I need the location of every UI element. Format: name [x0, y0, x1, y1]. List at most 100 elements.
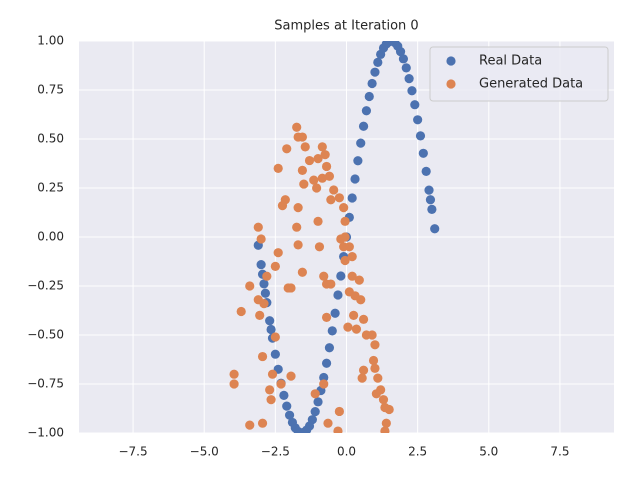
- y-tick-label: −0.75: [27, 377, 64, 391]
- point: [324, 343, 335, 353]
- point: [256, 234, 266, 244]
- point: [257, 351, 268, 362]
- x-tick-label: 0.0: [337, 445, 356, 459]
- grid: [79, 40, 614, 434]
- point: [267, 369, 278, 379]
- point: [319, 271, 329, 281]
- point: [321, 161, 332, 172]
- point: [259, 279, 269, 289]
- point: [257, 418, 268, 428]
- point: [349, 310, 359, 320]
- point: [270, 261, 280, 271]
- point: [312, 183, 322, 193]
- point: [236, 306, 246, 317]
- point: [370, 340, 380, 350]
- ticks: −7.5 −5.0 −2.5 0.0 2.5 5.0 7.5 −1.00 −0.75 −0.50 −…: [27, 34, 569, 459]
- point: [319, 379, 329, 389]
- point: [418, 148, 428, 158]
- point: [324, 171, 335, 181]
- point: [276, 379, 286, 389]
- point: [299, 179, 309, 189]
- point: [329, 185, 339, 195]
- x-tick-label: 2.5: [408, 445, 427, 459]
- x-tick-label: −5.0: [190, 445, 219, 459]
- point: [326, 195, 336, 205]
- x-tick-label: 7.5: [550, 445, 569, 459]
- y-tick-label: 0.50: [37, 132, 64, 146]
- point: [255, 310, 265, 320]
- point: [339, 203, 349, 213]
- point: [313, 397, 323, 407]
- point: [430, 224, 440, 234]
- point: [327, 326, 337, 336]
- point: [361, 106, 372, 116]
- point: [413, 115, 423, 125]
- point: [310, 407, 320, 417]
- point: [407, 86, 417, 96]
- point: [378, 395, 389, 405]
- point: [277, 201, 288, 211]
- point: [266, 324, 276, 335]
- y-tick-label: 1.00: [37, 34, 64, 48]
- y-tick-label: −1.00: [27, 426, 64, 440]
- point: [321, 312, 332, 322]
- point: [270, 332, 280, 342]
- point: [401, 63, 411, 73]
- point: [265, 385, 275, 395]
- x-tick-label: −2.5: [261, 445, 290, 459]
- point: [300, 142, 310, 152]
- point: [367, 330, 377, 340]
- point: [310, 389, 320, 399]
- point: [283, 283, 293, 293]
- point: [293, 203, 303, 213]
- point: [297, 165, 307, 175]
- point: [424, 185, 434, 195]
- point: [245, 281, 255, 291]
- point: [336, 234, 346, 244]
- legend-label: Generated Data: [479, 77, 583, 92]
- legend-marker: [446, 79, 456, 89]
- legend-label: Real Data: [479, 54, 542, 69]
- point: [381, 418, 391, 428]
- point: [282, 144, 292, 154]
- point: [415, 131, 426, 141]
- point: [358, 121, 369, 131]
- point: [344, 242, 354, 252]
- legend-box: [429, 46, 609, 102]
- point: [367, 78, 377, 89]
- point: [347, 252, 357, 262]
- point: [380, 426, 390, 433]
- point: [368, 355, 379, 366]
- point: [353, 156, 363, 166]
- point: [229, 369, 239, 379]
- point: [347, 193, 357, 203]
- point: [371, 389, 381, 399]
- point: [260, 288, 270, 298]
- point: [253, 222, 263, 232]
- point: [304, 155, 315, 166]
- point: [321, 358, 332, 368]
- points: [229, 41, 440, 433]
- point: [340, 216, 350, 226]
- point: [370, 67, 380, 77]
- point: [398, 54, 409, 64]
- point: [297, 132, 307, 142]
- point: [334, 406, 344, 417]
- point: [319, 372, 329, 383]
- point: [323, 418, 333, 428]
- y-tick-label: −0.50: [27, 328, 64, 342]
- y-tick-label: 0.75: [37, 83, 64, 97]
- y-tick-label: 0.25: [37, 181, 64, 195]
- point: [364, 91, 374, 102]
- chart-title: Samples at Iteration 0: [274, 19, 418, 34]
- point: [314, 242, 325, 252]
- point: [356, 138, 366, 148]
- point: [309, 175, 319, 185]
- point: [356, 295, 366, 305]
- x-tick-label: −7.5: [118, 445, 147, 459]
- point: [282, 401, 292, 411]
- point: [334, 193, 344, 203]
- point: [427, 204, 437, 214]
